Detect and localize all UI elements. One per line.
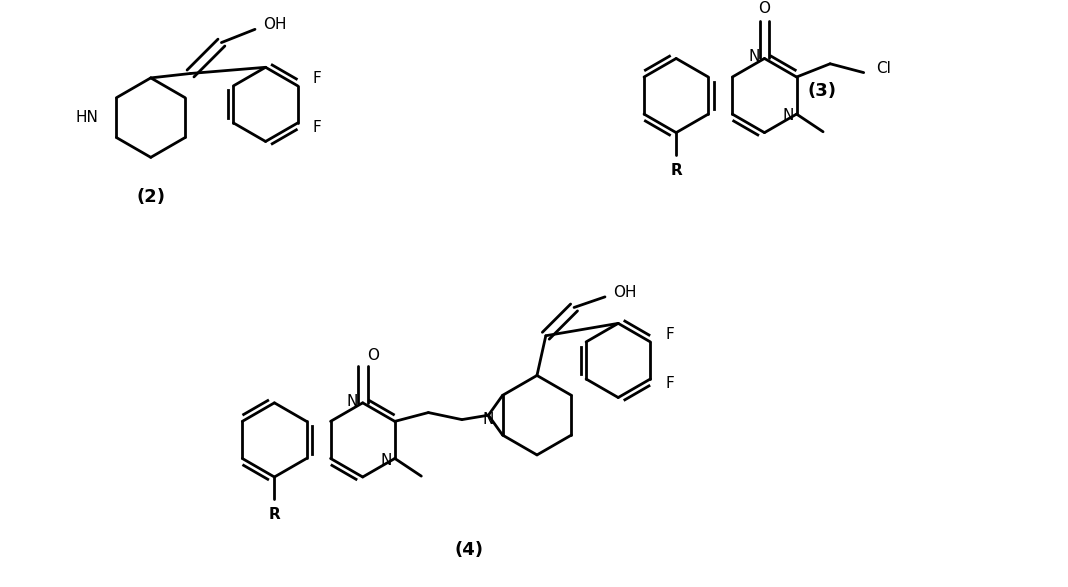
Text: OH: OH xyxy=(613,285,637,300)
Text: OH: OH xyxy=(263,18,286,32)
Text: F: F xyxy=(313,120,321,135)
Text: N: N xyxy=(749,49,759,64)
Text: R: R xyxy=(268,508,280,522)
Text: N: N xyxy=(483,412,494,427)
Text: Cl: Cl xyxy=(876,60,891,76)
Text: F: F xyxy=(665,328,674,342)
Text: R: R xyxy=(671,163,682,178)
Text: HN: HN xyxy=(76,110,98,125)
Text: F: F xyxy=(313,71,321,86)
Text: (4): (4) xyxy=(454,541,483,559)
Text: N: N xyxy=(346,393,358,409)
Text: F: F xyxy=(665,376,674,391)
Text: O: O xyxy=(367,348,379,363)
Text: (2): (2) xyxy=(137,188,166,206)
Text: N: N xyxy=(782,109,794,123)
Text: O: O xyxy=(758,1,770,16)
Text: N: N xyxy=(380,453,392,468)
Text: (3): (3) xyxy=(807,82,836,100)
